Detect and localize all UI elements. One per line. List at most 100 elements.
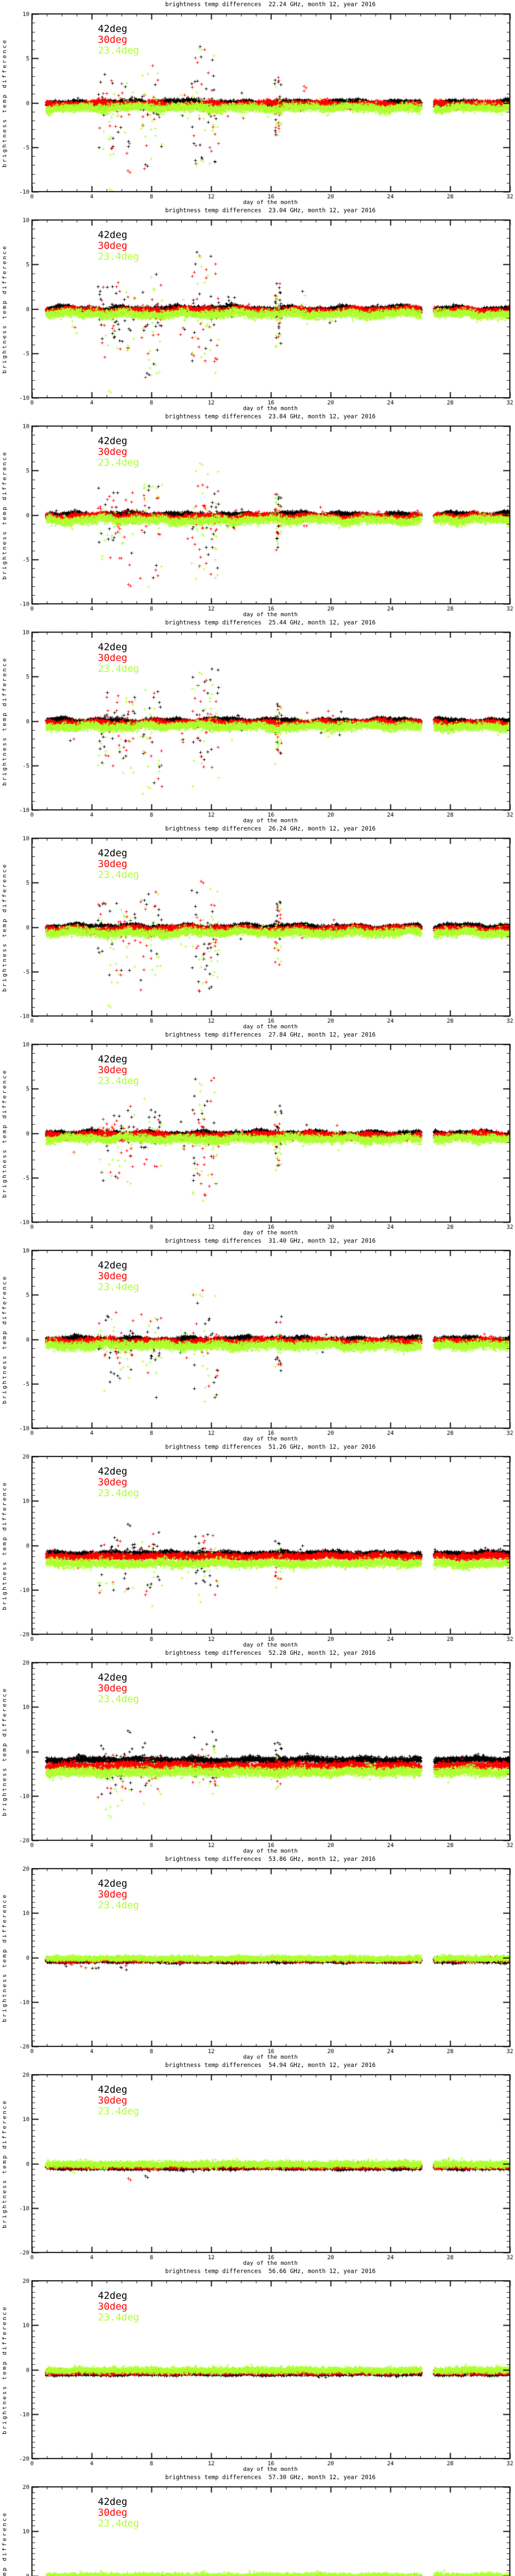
y-axis-label: brightness temp difference: [1, 2305, 8, 2435]
legend-item-23.4deg: 23.4deg: [98, 2312, 140, 2323]
y-axis-label: brightness temp difference: [1, 1275, 8, 1404]
legend: 42deg 30deg 23.4deg: [98, 1054, 139, 1087]
plot-canvas: [0, 2473, 515, 2576]
legend: 42deg 30deg 23.4deg: [98, 230, 139, 262]
chart-title: brightness temp differences 27.84 GHz, m…: [165, 1031, 376, 1038]
chart-title: brightness temp differences 56.66 GHz, m…: [165, 2267, 376, 2275]
y-axis-label: brightness temp difference: [1, 1069, 8, 1198]
legend-item-42deg: 42deg: [98, 1878, 128, 1889]
legend-item-30deg: 30deg: [98, 1477, 128, 1488]
legend-item-23.4deg: 23.4deg: [98, 869, 140, 880]
x-axis-label: day of the month: [243, 199, 298, 206]
legend-item-23.4deg: 23.4deg: [98, 1693, 140, 1705]
x-axis-label: day of the month: [243, 405, 298, 412]
y-axis-label: brightness temp difference: [1, 1687, 8, 1817]
chart-title: brightness temp differences 57.30 GHz, m…: [165, 2473, 376, 2481]
legend-item-30deg: 30deg: [98, 652, 128, 664]
legend-item-23.4deg: 23.4deg: [98, 2106, 140, 2117]
legend-item-23.4deg: 23.4deg: [98, 1900, 140, 1911]
x-axis-label: day of the month: [243, 1435, 298, 1442]
legend: 42deg 30deg 23.4deg: [98, 1672, 139, 1705]
legend-item-30deg: 30deg: [98, 1683, 128, 1694]
legend-item-30deg: 30deg: [98, 1270, 128, 1282]
legend: 42deg 30deg 23.4deg: [98, 848, 139, 880]
legend-item-23.4deg: 23.4deg: [98, 1281, 140, 1293]
plot-canvas: [0, 1030, 515, 1236]
legend-item-23.4deg: 23.4deg: [98, 45, 140, 56]
chart-panel: brightness temp differences 23.84 GHz, m…: [0, 412, 515, 618]
legend-item-30deg: 30deg: [98, 240, 128, 251]
plot-canvas: [0, 2061, 515, 2267]
legend-item-42deg: 42deg: [98, 641, 128, 653]
chart-title: brightness temp differences 54.94 GHz, m…: [165, 2061, 376, 2069]
legend-item-30deg: 30deg: [98, 858, 128, 870]
x-axis-label: day of the month: [243, 1023, 298, 1030]
plot-canvas: [0, 1649, 515, 1855]
plot-canvas: [0, 1443, 515, 1649]
legend: 42deg 30deg 23.4deg: [98, 1878, 139, 1911]
chart-panel: brightness temp differences 27.84 GHz, m…: [0, 1030, 515, 1236]
legend-item-30deg: 30deg: [98, 446, 128, 457]
chart-panel: brightness temp differences 51.26 GHz, m…: [0, 1443, 515, 1649]
chart-panel: brightness temp differences 23.04 GHz, m…: [0, 206, 515, 412]
y-axis-label: brightness temp difference: [1, 862, 8, 992]
y-axis-label: brightness temp difference: [1, 450, 8, 580]
legend-item-30deg: 30deg: [98, 2095, 128, 2106]
legend: 42deg 30deg 23.4deg: [98, 642, 139, 674]
plot-canvas: [0, 618, 515, 824]
chart-title: brightness temp differences 51.26 GHz, m…: [165, 1443, 376, 1450]
x-axis-label: day of the month: [243, 611, 298, 618]
legend: 42deg 30deg 23.4deg: [98, 1260, 139, 1293]
legend-item-23.4deg: 23.4deg: [98, 457, 140, 468]
legend-item-42deg: 42deg: [98, 1672, 128, 1683]
x-axis-label: day of the month: [243, 1229, 298, 1236]
plot-canvas: [0, 2267, 515, 2473]
chart-title: brightness temp differences 25.44 GHz, m…: [165, 619, 376, 626]
legend: 42deg 30deg 23.4deg: [98, 436, 139, 468]
plot-canvas: [0, 0, 515, 206]
x-axis-label: day of the month: [243, 1848, 298, 1854]
chart-title: brightness temp differences 22.24 GHz, m…: [165, 1, 376, 8]
chart-title: brightness temp differences 23.04 GHz, m…: [165, 207, 376, 214]
legend-item-23.4deg: 23.4deg: [98, 2518, 140, 2529]
legend-item-42deg: 42deg: [98, 2496, 128, 2507]
plot-canvas: [0, 1855, 515, 2061]
legend-item-23.4deg: 23.4deg: [98, 663, 140, 674]
x-axis-label: day of the month: [243, 2466, 298, 2472]
legend-item-42deg: 42deg: [98, 2290, 128, 2301]
y-axis-label: brightness temp difference: [1, 2511, 8, 2576]
legend-item-42deg: 42deg: [98, 229, 128, 241]
y-axis-label: brightness temp difference: [1, 2099, 8, 2229]
legend-item-42deg: 42deg: [98, 435, 128, 447]
chart-title: brightness temp differences 26.24 GHz, m…: [165, 825, 376, 832]
legend-item-23.4deg: 23.4deg: [98, 251, 140, 262]
chart-panel: brightness temp differences 22.24 GHz, m…: [0, 0, 515, 206]
y-axis-label: brightness temp difference: [1, 656, 8, 786]
legend: 42deg 30deg 23.4deg: [98, 2497, 139, 2529]
x-axis-label: day of the month: [243, 2054, 298, 2060]
legend-item-30deg: 30deg: [98, 34, 128, 45]
legend: 42deg 30deg 23.4deg: [98, 24, 139, 56]
chart-panel: brightness temp differences 53.86 GHz, m…: [0, 1855, 515, 2061]
legend-item-42deg: 42deg: [98, 1466, 128, 1477]
plot-canvas: [0, 824, 515, 1030]
plot-canvas: [0, 412, 515, 618]
legend: 42deg 30deg 23.4deg: [98, 2084, 139, 2117]
y-axis-label: brightness temp difference: [1, 1481, 8, 1611]
legend-item-30deg: 30deg: [98, 1064, 128, 1076]
chart-panel: brightness temp differences 57.30 GHz, m…: [0, 2473, 515, 2576]
legend-item-30deg: 30deg: [98, 2507, 128, 2518]
chart-panel: brightness temp differences 31.40 GHz, m…: [0, 1236, 515, 1443]
chart-panel: brightness temp differences 54.94 GHz, m…: [0, 2061, 515, 2267]
chart-title: brightness temp differences 52.28 GHz, m…: [165, 1649, 376, 1656]
y-axis-label: brightness temp difference: [1, 244, 8, 374]
chart-panel: brightness temp differences 52.28 GHz, m…: [0, 1649, 515, 1855]
legend-item-42deg: 42deg: [98, 23, 128, 35]
plot-canvas: [0, 1236, 515, 1443]
chart-panel: brightness temp differences 56.66 GHz, m…: [0, 2267, 515, 2473]
chart-panel: brightness temp differences 26.24 GHz, m…: [0, 824, 515, 1030]
y-axis-label: brightness temp difference: [1, 1893, 8, 2023]
legend-item-30deg: 30deg: [98, 2301, 128, 2312]
x-axis-label: day of the month: [243, 1641, 298, 1648]
